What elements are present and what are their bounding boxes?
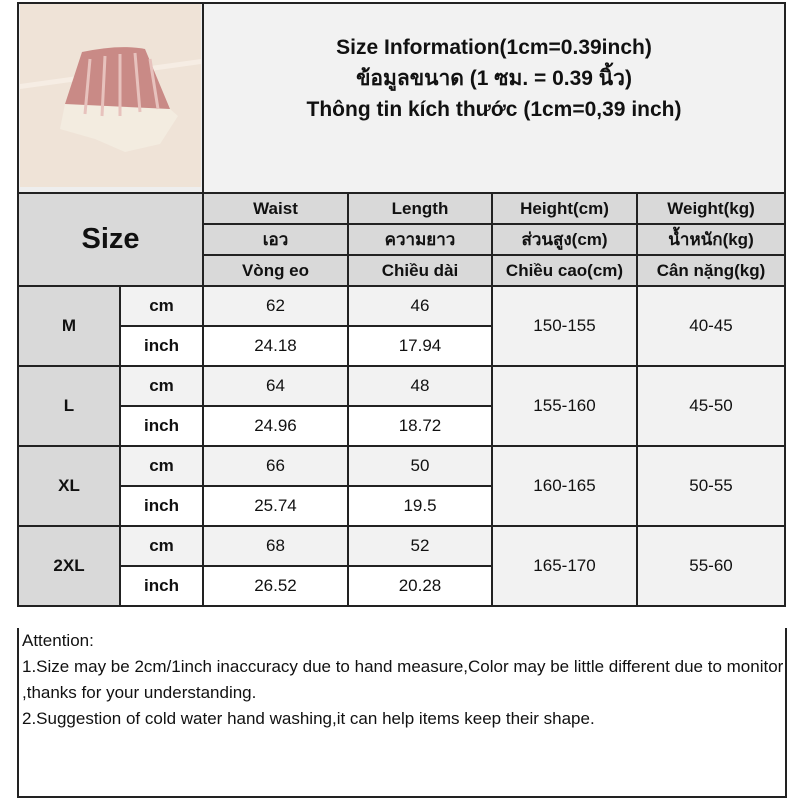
col-header-length-th: ความยาว bbox=[347, 223, 493, 256]
height-range: 155-160 bbox=[491, 365, 638, 447]
col-header-waist-th: เอว bbox=[202, 223, 349, 256]
attention-heading: Attention: bbox=[22, 631, 94, 650]
size-chart-table: Size Information(1cm=0.39inch) ข้อมูลขนา… bbox=[17, 2, 787, 607]
table-row-cm: XL cm 66 50 160-165 50-55 bbox=[17, 445, 787, 527]
waist-cm: 68 bbox=[202, 525, 349, 567]
unit-inch: inch bbox=[119, 325, 204, 367]
length-inch: 17.94 bbox=[347, 325, 493, 367]
length-cm: 52 bbox=[347, 525, 493, 567]
height-range: 160-165 bbox=[491, 445, 638, 527]
col-header-waist-en: Waist bbox=[202, 192, 349, 225]
unit-inch: inch bbox=[119, 565, 204, 607]
waist-inch: 26.52 bbox=[202, 565, 349, 607]
col-header-weight-en: Weight(kg) bbox=[635, 192, 787, 225]
waist-inch: 24.18 bbox=[202, 325, 349, 367]
col-header-weight-th: น้ำหนัก(kg) bbox=[635, 223, 787, 256]
col-header-length-vi: Chiều dài bbox=[347, 254, 493, 287]
col-header-height-th: ส่วนสูง(cm) bbox=[491, 223, 638, 256]
unit-cm: cm bbox=[119, 445, 204, 487]
weight-range: 45-50 bbox=[635, 365, 787, 447]
unit-cm: cm bbox=[119, 365, 204, 407]
col-header-height-en: Height(cm) bbox=[491, 192, 638, 225]
unit-inch: inch bbox=[119, 485, 204, 527]
table-row-cm: M cm 62 46 150-155 40-45 bbox=[17, 285, 787, 367]
waist-cm: 66 bbox=[202, 445, 349, 487]
unit-cm: cm bbox=[119, 525, 204, 567]
unit-inch: inch bbox=[119, 405, 204, 447]
waist-cm: 64 bbox=[202, 365, 349, 407]
waist-inch: 25.74 bbox=[202, 485, 349, 527]
attention-note-1: 1.Size may be 2cm/1inch inaccuracy due t… bbox=[22, 657, 784, 702]
size-header: Size bbox=[17, 192, 204, 287]
length-cm: 46 bbox=[347, 285, 493, 327]
height-range: 165-170 bbox=[491, 525, 638, 607]
title-line-vi: Thông tin kích thước (1cm=0,39 inch) bbox=[306, 97, 682, 121]
length-cm: 48 bbox=[347, 365, 493, 407]
shorts-product-image bbox=[20, 4, 201, 187]
size-label: 2XL bbox=[17, 525, 121, 607]
col-header-height-vi: Chiều cao(cm) bbox=[491, 254, 638, 287]
table-row-cm: L cm 64 48 155-160 45-50 bbox=[17, 365, 787, 447]
length-inch: 20.28 bbox=[347, 565, 493, 607]
title-line-th: ข้อมูลขนาด (1 ซม. = 0.39 นิ้ว) bbox=[356, 66, 632, 90]
title-line-en: Size Information(1cm=0.39inch) bbox=[336, 35, 652, 59]
length-inch: 19.5 bbox=[347, 485, 493, 527]
waist-inch: 24.96 bbox=[202, 405, 349, 447]
height-range: 150-155 bbox=[491, 285, 638, 367]
weight-range: 55-60 bbox=[635, 525, 787, 607]
length-inch: 18.72 bbox=[347, 405, 493, 447]
size-label: M bbox=[17, 285, 121, 367]
size-info-title: Size Information(1cm=0.39inch) ข้อมูลขนา… bbox=[201, 2, 787, 194]
col-header-waist-vi: Vòng eo bbox=[202, 254, 349, 287]
unit-cm: cm bbox=[119, 285, 204, 327]
waist-cm: 62 bbox=[202, 285, 349, 327]
col-header-weight-vi: Cân nặng(kg) bbox=[635, 254, 787, 287]
weight-range: 40-45 bbox=[635, 285, 787, 367]
table-row-cm: 2XL cm 68 52 165-170 55-60 bbox=[17, 525, 787, 607]
attention-note-2: 2.Suggestion of cold water hand washing,… bbox=[22, 709, 595, 728]
size-label: L bbox=[17, 365, 121, 447]
col-header-length-en: Length bbox=[347, 192, 493, 225]
length-cm: 50 bbox=[347, 445, 493, 487]
size-label: XL bbox=[17, 445, 121, 527]
attention-notes: Attention: 1.Size may be 2cm/1inch inacc… bbox=[17, 628, 787, 798]
product-photo bbox=[17, 2, 204, 194]
weight-range: 50-55 bbox=[635, 445, 787, 527]
